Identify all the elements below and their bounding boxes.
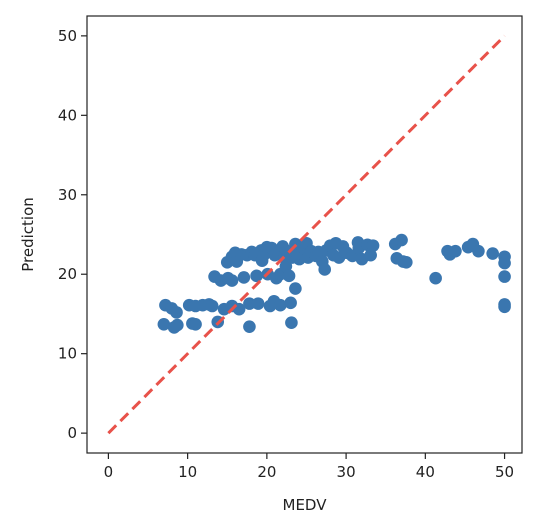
x-axis-label: MEDV — [283, 496, 328, 514]
data-point — [486, 247, 499, 260]
data-point — [318, 263, 331, 276]
x-tick-label: 30 — [337, 463, 356, 481]
data-point — [395, 234, 408, 247]
data-point — [498, 257, 511, 270]
data-point — [189, 318, 202, 331]
y-axis-label: Prediction — [19, 197, 37, 272]
data-point — [289, 282, 302, 295]
data-point — [472, 245, 485, 258]
data-point — [238, 271, 251, 284]
data-point — [429, 272, 442, 285]
y-tick-label: 50 — [58, 27, 77, 45]
y-tick-label: 0 — [67, 424, 77, 442]
x-tick-label: 40 — [416, 463, 435, 481]
y-tick-label: 40 — [58, 106, 77, 124]
data-point — [206, 300, 219, 313]
data-point — [243, 320, 256, 333]
data-point — [498, 301, 511, 314]
data-point — [252, 297, 265, 310]
x-tick-label: 10 — [178, 463, 197, 481]
y-tick-label: 20 — [58, 265, 77, 283]
data-point — [400, 256, 413, 269]
marks-layer — [108, 36, 510, 433]
y-tick-label: 10 — [58, 345, 77, 363]
x-tick-label: 20 — [257, 463, 276, 481]
data-point — [498, 270, 511, 283]
data-point — [284, 297, 297, 310]
data-point — [226, 274, 239, 287]
data-point — [283, 270, 296, 283]
y-tick-label: 30 — [58, 186, 77, 204]
data-point — [449, 245, 462, 258]
data-point — [285, 316, 298, 329]
identity-line — [108, 36, 504, 433]
data-point — [171, 319, 184, 332]
data-point — [250, 270, 263, 283]
data-point — [367, 239, 380, 252]
x-tick-label: 0 — [104, 463, 114, 481]
x-tick-label: 50 — [495, 463, 514, 481]
data-point — [170, 306, 183, 319]
